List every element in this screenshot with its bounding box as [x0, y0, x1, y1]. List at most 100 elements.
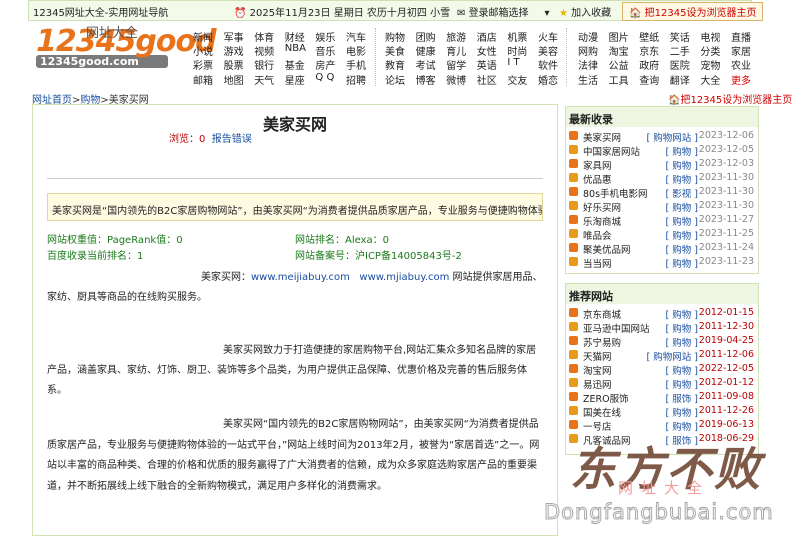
set-home[interactable]: 🏠 把12345设为浏览器主页 [622, 2, 764, 21]
nav-link[interactable]: 医院 [669, 61, 690, 72]
nav-link[interactable]: 大全 [700, 76, 721, 87]
mail-text[interactable]: 登录邮箱选择 [468, 8, 529, 19]
site-tag[interactable]: [ 购物 ] [665, 217, 698, 228]
mail[interactable]: ✉ 登录邮箱选择 ▾ [457, 8, 550, 19]
nav-link[interactable]: 生活 [578, 76, 598, 87]
nav-link[interactable]: 酒店 [476, 33, 497, 44]
site-tag[interactable]: [ 购物 ] [665, 380, 698, 391]
nav-link[interactable]: 彩票 [193, 61, 213, 72]
site-name[interactable]: 苏宁易购 [583, 338, 622, 349]
site-name[interactable]: 当当网 [583, 259, 612, 270]
nav-link[interactable]: 银行 [254, 61, 275, 72]
site-tag[interactable]: [ 购物 ] [665, 366, 698, 377]
report[interactable]: 报告错误 [211, 134, 252, 145]
nav-link[interactable]: 网购 [578, 47, 598, 58]
sethome-link[interactable]: 🏠把12345设为浏览器主页 [668, 95, 793, 106]
site-tag[interactable]: [ 购物网站 ] [646, 133, 698, 144]
nav-link[interactable]: 公益 [608, 61, 629, 72]
nav-link[interactable]: 壁纸 [639, 33, 660, 44]
site-tag[interactable]: [ 购物 ] [665, 231, 698, 242]
nav-link[interactable]: 美食 [385, 47, 405, 58]
nav-link[interactable]: 健康 [415, 47, 436, 58]
nav-link[interactable]: 翻译 [669, 76, 690, 87]
nav-link[interactable]: 社区 [476, 76, 497, 87]
nav-link[interactable]: 财经 [284, 33, 305, 44]
nav-link[interactable]: 淘宝 [608, 47, 629, 58]
nav-link[interactable]: 微博 [446, 76, 467, 87]
nav-link[interactable]: 软件 [538, 61, 558, 72]
nav-link[interactable]: 美容 [538, 47, 558, 58]
nav-link[interactable]: 基金 [284, 61, 305, 72]
site-tag[interactable]: [ 购物 ] [665, 324, 698, 335]
nav-link[interactable]: 招聘 [346, 76, 366, 87]
site-name[interactable]: 美家买网 [583, 133, 622, 144]
site-tag[interactable]: [ 服饰 ] [665, 436, 698, 447]
site-name[interactable]: 好乐买网 [583, 203, 622, 214]
nav-link[interactable]: 火车 [538, 33, 558, 44]
site-tag[interactable]: [ 购物网站 ] [646, 352, 698, 363]
favorite-text[interactable]: 加入收藏 [571, 8, 612, 19]
nav-link[interactable]: Q Q [315, 72, 335, 83]
nav-link[interactable]: 留学 [446, 61, 467, 72]
nav-link[interactable]: 图片 [608, 33, 629, 44]
site-name[interactable]: 国美在线 [583, 408, 622, 419]
nav-link[interactable]: 娱乐 [315, 33, 336, 44]
nav-link[interactable]: 天气 [254, 76, 275, 87]
nav-link[interactable]: 考试 [415, 61, 436, 72]
site-name[interactable]: 凡客诚品网 [583, 436, 631, 447]
nav-link[interactable]: 旅游 [446, 33, 467, 44]
logo[interactable]: 12345good 网址大全 12345good.com [36, 24, 217, 68]
set-home-text[interactable]: 把12345设为浏览器主页 [644, 8, 757, 19]
site-tag[interactable]: [ 服饰 ] [665, 394, 698, 405]
site-name[interactable]: 乐淘商城 [583, 217, 622, 228]
nav-link[interactable]: 购物 [385, 33, 405, 44]
nav-link[interactable]: 动漫 [578, 33, 598, 44]
nav-link[interactable]: 农业 [731, 61, 751, 72]
site-tag[interactable]: [ 购物 ] [665, 245, 698, 256]
site-tag[interactable]: [ 购物 ] [665, 203, 698, 214]
nav-link[interactable]: 博客 [415, 76, 436, 87]
nav-link[interactable]: 家居 [731, 47, 751, 58]
nav-link[interactable]: 小说 [193, 47, 213, 58]
site-name[interactable]: 家具网 [583, 161, 612, 172]
site-name[interactable]: 聚美优品网 [583, 245, 631, 256]
site-tag[interactable]: [ 购物 ] [665, 147, 698, 158]
nav-link[interactable]: 教育 [385, 61, 405, 72]
site-name[interactable]: 唯品会 [583, 231, 612, 242]
site-tag[interactable]: [ 购物 ] [665, 338, 698, 349]
nav-link[interactable]: 手机 [346, 61, 366, 72]
nav-link[interactable]: 二手 [669, 47, 690, 58]
crumb[interactable]: 网址首页 [32, 95, 72, 106]
site-tag[interactable]: [ 购物 ] [665, 310, 698, 321]
nav-link[interactable]: 直播 [731, 33, 751, 44]
favorite[interactable]: ★ 加入收藏 [559, 8, 612, 19]
nav-link[interactable]: 政府 [639, 61, 660, 72]
nav-link[interactable]: 电影 [346, 47, 366, 58]
site-tag[interactable]: [ 购物 ] [665, 161, 698, 172]
link[interactable]: www.meijiabuy.com [251, 272, 350, 283]
nav-link[interactable]: 时尚 [507, 47, 528, 58]
nav-link[interactable]: 分类 [700, 47, 721, 58]
nav-link[interactable]: 游戏 [223, 47, 244, 58]
nav-link[interactable]: 婚恋 [538, 76, 558, 87]
nav-link[interactable]: 房产 [315, 61, 336, 72]
site-name[interactable]: 中国家居网站 [583, 147, 641, 158]
nav-link[interactable]: 新闻 [193, 33, 213, 44]
site-tag[interactable]: [ 购物 ] [665, 422, 698, 433]
site-name[interactable]: 天猫网 [583, 352, 612, 363]
nav-link[interactable]: 女性 [476, 47, 497, 58]
site-name[interactable]: 京东商城 [583, 310, 622, 321]
nav-link[interactable]: NBA [284, 43, 306, 54]
nav-link[interactable]: 京东 [639, 47, 660, 58]
link[interactable]: www.mjiabuy.com [359, 272, 450, 283]
nav-link[interactable]: 英语 [476, 61, 497, 72]
site-tag[interactable]: [ 购物 ] [665, 175, 698, 186]
nav-link[interactable]: 音乐 [315, 47, 336, 58]
nav-link[interactable]: 机票 [507, 33, 528, 44]
nav-link[interactable]: 更多 [731, 76, 751, 87]
nav-link[interactable]: 工具 [608, 76, 629, 87]
nav-link[interactable]: 交友 [507, 76, 528, 87]
site-tag[interactable]: [ 购物 ] [665, 259, 698, 270]
crumb[interactable]: 购物 [80, 95, 101, 106]
nav-link[interactable]: 育儿 [446, 47, 467, 58]
